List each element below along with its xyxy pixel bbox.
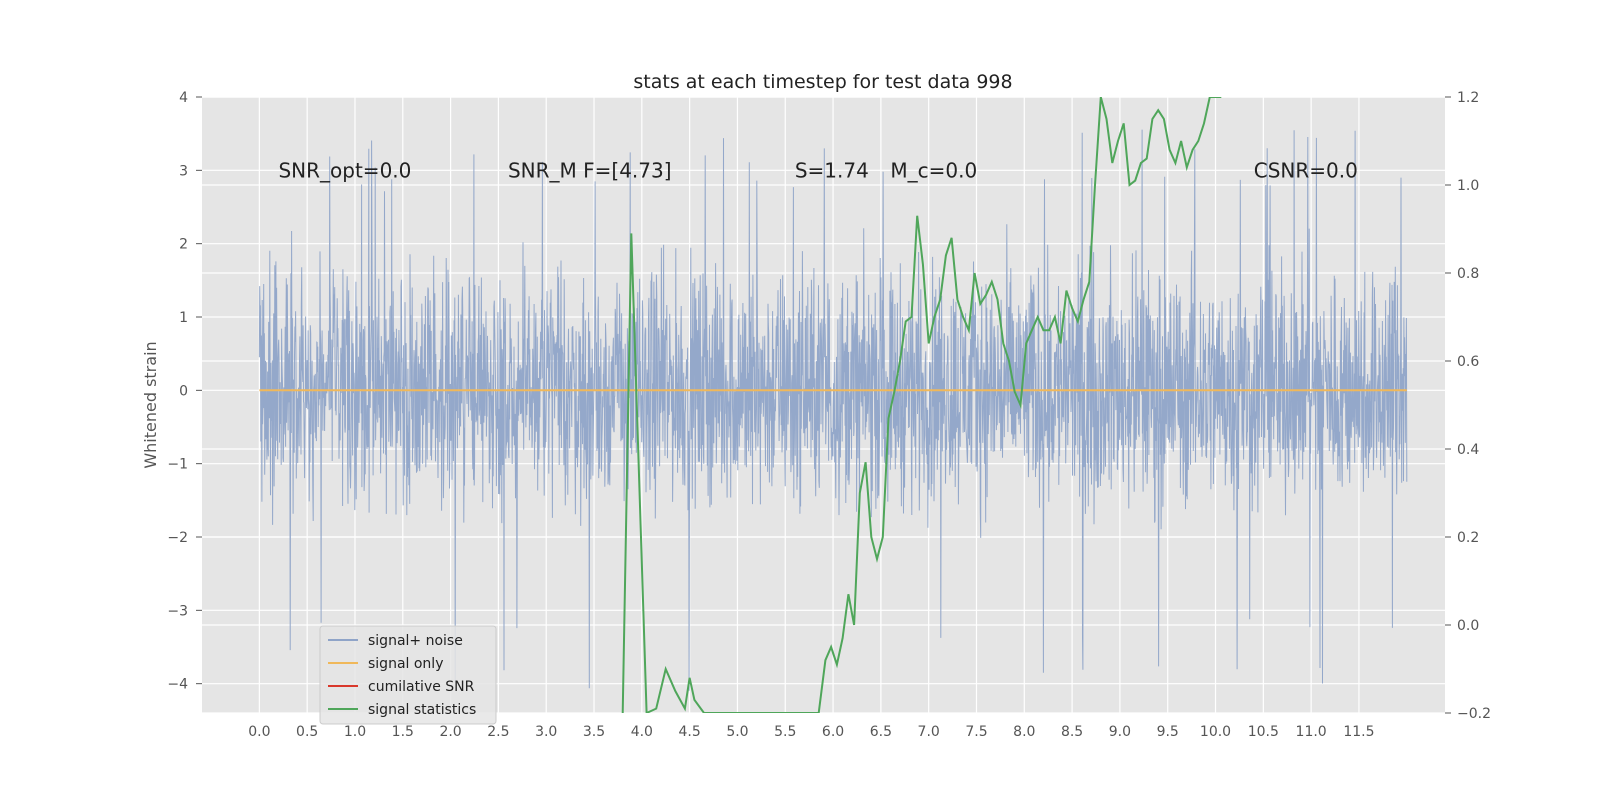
axes: 0.0 0.5 1.0 1.5 2.0 2.5 3.0 3.5 4.0 4.5 5.0 5.5 6.0 6… bbox=[167, 90, 1491, 740]
x-tick-label: 7.0 bbox=[918, 724, 940, 740]
y-tick-label: −1 bbox=[167, 457, 188, 473]
x-tick-label: 7.5 bbox=[965, 724, 987, 740]
x-tick-label: 8.0 bbox=[1013, 724, 1035, 740]
legend: signal+ noise signal only cumilative SNR si… bbox=[319, 625, 497, 725]
y2-tick-label: 0.0 bbox=[1457, 618, 1479, 634]
y2-tick-label: 0.4 bbox=[1457, 442, 1479, 458]
x-tick-label: 5.5 bbox=[774, 724, 796, 740]
x-tick-label: 0.0 bbox=[248, 724, 270, 740]
annotations: SNR_opt=0.0 SNR_M F=[4.73] S=1.74 M_c=0.0 CS… bbox=[278, 159, 1357, 183]
legend-label: signal statistics bbox=[368, 702, 476, 718]
y-axis-label: Whitened strain bbox=[141, 341, 160, 468]
x-tick-label: 3.0 bbox=[535, 724, 557, 740]
annotation-text: M_c=0.0 bbox=[890, 159, 977, 183]
y-tick-label: 0 bbox=[179, 383, 188, 399]
x-tick-label: 10.5 bbox=[1248, 724, 1279, 740]
y2-tick-label: 0.6 bbox=[1457, 354, 1479, 370]
x-tick-label: 1.0 bbox=[344, 724, 366, 740]
y-tick-label: −3 bbox=[167, 603, 188, 619]
y2-tick-label: 1.0 bbox=[1457, 178, 1479, 194]
y-tick-label: −4 bbox=[167, 677, 188, 693]
x-tick-label: 2.5 bbox=[487, 724, 509, 740]
y-tick-label: 4 bbox=[179, 90, 188, 106]
signal-noise-series bbox=[258, 129, 1408, 691]
annotation-text: S=1.74 bbox=[795, 159, 869, 183]
chart-title: stats at each timestep for test data 998 bbox=[633, 71, 1012, 93]
x-tick-label: 9.0 bbox=[1109, 724, 1131, 740]
annotation-text: SNR_M F=[4.73] bbox=[508, 159, 672, 183]
y2-tick-label: 1.2 bbox=[1457, 90, 1479, 106]
x-tick-label: 8.5 bbox=[1061, 724, 1083, 740]
y-tick-label: 1 bbox=[179, 310, 188, 326]
x-tick-label: 3.5 bbox=[583, 724, 605, 740]
y2-tick-label: 0.8 bbox=[1457, 266, 1479, 282]
signal-noise-line bbox=[258, 129, 1408, 691]
line-series bbox=[259, 97, 1407, 713]
legend-label: signal+ noise bbox=[368, 633, 463, 649]
legend-label: cumilative SNR bbox=[368, 679, 475, 695]
x-tick-label: 6.0 bbox=[822, 724, 844, 740]
y-tick-label: −2 bbox=[167, 530, 188, 546]
x-tick-label: 9.5 bbox=[1157, 724, 1179, 740]
x-tick-label: 0.5 bbox=[296, 724, 318, 740]
x-tick-label: 4.5 bbox=[679, 724, 701, 740]
x-tick-label: 2.0 bbox=[439, 724, 461, 740]
annotation-text: SNR_opt=0.0 bbox=[278, 159, 411, 183]
legend-box bbox=[319, 625, 497, 725]
legend-label: signal only bbox=[368, 656, 443, 672]
annotation-text: CSNR=0.0 bbox=[1254, 159, 1358, 183]
x-tick-label: 6.5 bbox=[870, 724, 892, 740]
x-tick-label: 10.0 bbox=[1200, 724, 1231, 740]
x-tick-label: 11.0 bbox=[1296, 724, 1327, 740]
y-tick-label: 2 bbox=[179, 237, 188, 253]
y-tick-label: 3 bbox=[179, 163, 188, 179]
x-tick-label: 5.0 bbox=[726, 724, 748, 740]
x-tick-label: 1.5 bbox=[392, 724, 414, 740]
x-tick-label: 4.0 bbox=[631, 724, 653, 740]
x-tick-label: 11.5 bbox=[1343, 724, 1374, 740]
signal-statistics-line bbox=[621, 97, 1222, 713]
y2-tick-label: −0.2 bbox=[1457, 706, 1491, 722]
y2-tick-label: 0.2 bbox=[1457, 530, 1479, 546]
